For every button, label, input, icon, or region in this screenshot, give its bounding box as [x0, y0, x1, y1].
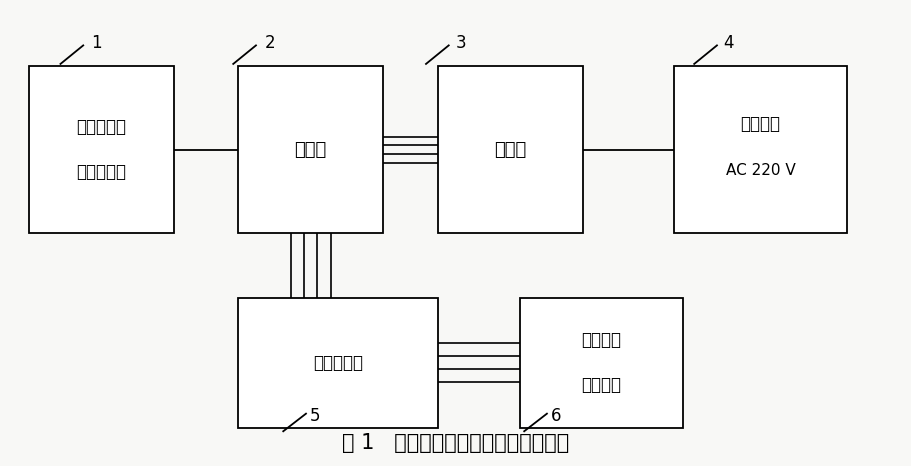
Bar	[238, 298, 437, 427]
Text: 逆变器: 逆变器	[494, 141, 526, 158]
Text: 3: 3	[455, 34, 466, 52]
Text: 5: 5	[310, 407, 320, 425]
Text: （磁电机）: （磁电机）	[77, 163, 127, 181]
Text: 步进电机: 步进电机	[581, 331, 620, 350]
Text: 油门控制: 油门控制	[581, 376, 620, 394]
Bar	[673, 66, 846, 233]
Text: AC 220 V: AC 220 V	[725, 163, 794, 178]
Bar	[519, 298, 682, 427]
Text: 整流器: 整流器	[294, 141, 326, 158]
Text: 输出滤波: 输出滤波	[740, 115, 780, 133]
Bar	[28, 66, 174, 233]
Bar	[437, 66, 583, 233]
Text: 数码发电机: 数码发电机	[77, 118, 127, 137]
Text: 6: 6	[550, 407, 560, 425]
Text: 4: 4	[722, 34, 733, 52]
Text: 控制与驱动: 控制与驱动	[312, 354, 363, 372]
Text: 2: 2	[264, 34, 274, 52]
Text: 图 1   现有的数码发电机内部结构简图: 图 1 现有的数码发电机内部结构简图	[342, 433, 569, 453]
Bar	[238, 66, 383, 233]
Text: 1: 1	[91, 34, 102, 52]
